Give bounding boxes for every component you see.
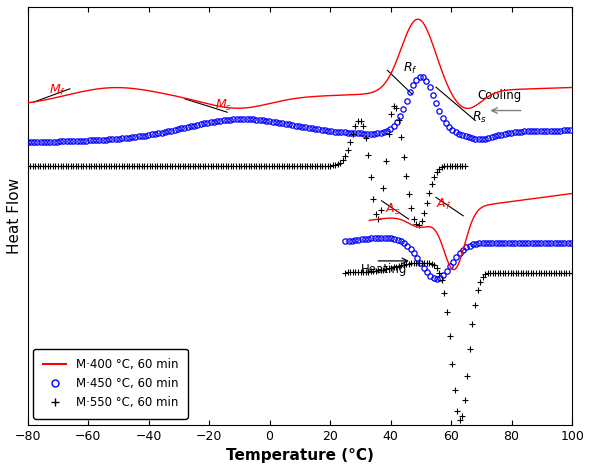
Text: Heating: Heating	[361, 263, 408, 275]
X-axis label: Temperature (°C): Temperature (°C)	[226, 448, 374, 463]
Text: $M_s$: $M_s$	[215, 98, 232, 113]
Y-axis label: Heat Flow: Heat Flow	[7, 178, 22, 254]
Text: $A_s$: $A_s$	[385, 202, 400, 217]
Text: $R_f$: $R_f$	[402, 61, 418, 76]
Text: $M_f$: $M_f$	[48, 83, 66, 98]
Text: Cooling: Cooling	[478, 89, 522, 102]
Text: $A_f$: $A_f$	[436, 196, 452, 212]
Text: $R_s$: $R_s$	[472, 110, 488, 125]
Legend: M·400 °C, 60 min, M·450 °C, 60 min, M·550 °C, 60 min: M·400 °C, 60 min, M·450 °C, 60 min, M·55…	[34, 349, 188, 419]
